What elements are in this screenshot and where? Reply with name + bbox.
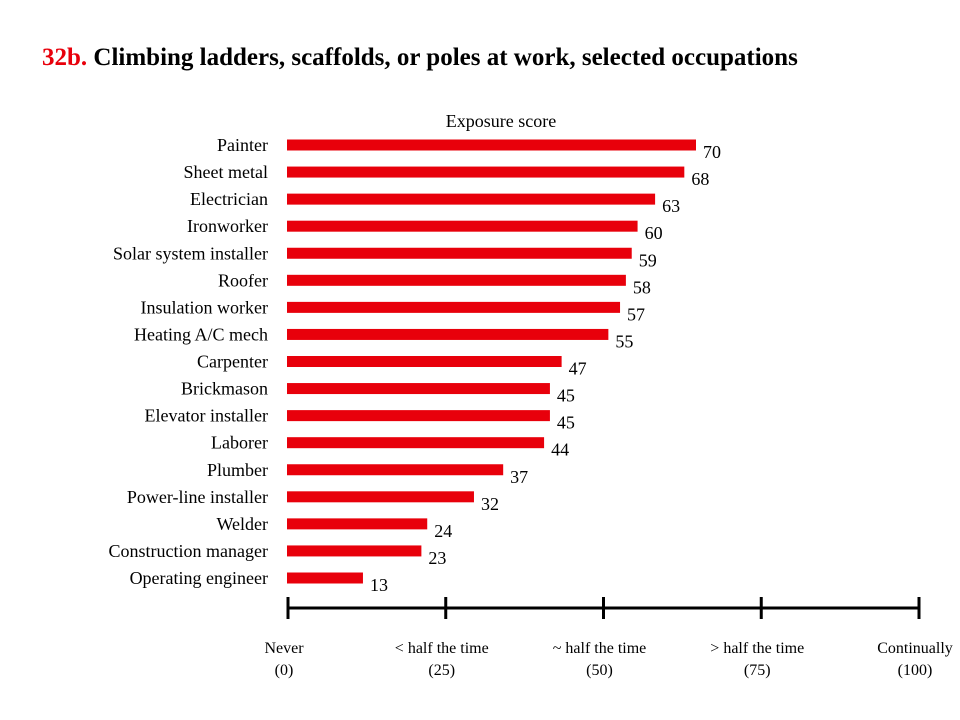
bar-value-label: 70 xyxy=(703,142,721,162)
bar-value-label: 59 xyxy=(639,250,657,270)
category-label: Carpenter xyxy=(197,352,268,372)
x-tick-value-label: (25) xyxy=(428,662,455,679)
bar xyxy=(287,383,550,395)
bar-value-label: 23 xyxy=(428,548,446,568)
x-tick-value-label: (50) xyxy=(586,662,613,679)
bars-layer: Painter 70 Sheet metal 68 Electrician 63 Ironw… xyxy=(109,135,721,595)
chart-title: 32b. Climbing ladders, scaffolds, or pol… xyxy=(42,44,798,72)
bar-value-label: 58 xyxy=(633,277,651,297)
bar-value-label: 44 xyxy=(551,440,569,460)
x-axis: Never (0) < half the time (25) ~ half the ti… xyxy=(264,597,953,679)
bar-value-label: 13 xyxy=(370,575,388,595)
category-label: Elevator installer xyxy=(145,406,268,426)
bar-value-label: 37 xyxy=(510,467,528,487)
bar-value-label: 32 xyxy=(481,494,499,514)
category-label: Solar system installer xyxy=(113,243,268,263)
x-tick-label: Continually xyxy=(877,640,953,657)
category-label: Heating A/C mech xyxy=(134,324,268,344)
category-label: Ironworker xyxy=(187,216,268,236)
bar xyxy=(287,437,545,449)
bar xyxy=(287,410,550,422)
bar xyxy=(287,464,504,476)
x-tick-value-label: (100) xyxy=(898,662,933,679)
bar-value-label: 57 xyxy=(627,304,645,324)
chart-title-number: 32b. xyxy=(42,44,88,71)
bar xyxy=(287,301,621,313)
bar-value-label: 68 xyxy=(691,169,709,189)
bar xyxy=(287,220,638,232)
bar xyxy=(287,139,696,151)
bar xyxy=(287,274,626,286)
bar xyxy=(287,356,562,367)
x-axis-label: Exposure score xyxy=(446,111,556,131)
bar xyxy=(287,166,685,178)
x-tick-label: < half the time xyxy=(395,640,489,657)
category-label: Painter xyxy=(217,135,268,155)
bar xyxy=(287,193,656,205)
bar xyxy=(287,545,422,557)
category-label: Insulation worker xyxy=(141,297,268,317)
bar-value-label: 47 xyxy=(569,359,587,379)
category-label: Roofer xyxy=(218,270,268,290)
x-tick-label: > half the time xyxy=(710,640,804,657)
category-label: Plumber xyxy=(207,460,268,480)
bar-value-label: 63 xyxy=(662,196,680,216)
bar xyxy=(287,491,474,503)
x-tick-value-label: (75) xyxy=(744,662,771,679)
category-label: Power-line installer xyxy=(127,487,268,507)
bar xyxy=(287,328,609,340)
category-label: Construction manager xyxy=(109,541,268,561)
category-label: Welder xyxy=(216,514,268,534)
bar xyxy=(287,247,632,259)
x-tick-label: ~ half the time xyxy=(553,640,647,657)
category-label: Operating engineer xyxy=(130,568,268,588)
chart-title-text: Climbing ladders, scaffolds, or poles at… xyxy=(93,44,798,71)
bar xyxy=(287,518,428,530)
bar-value-label: 55 xyxy=(615,331,633,351)
bar xyxy=(287,572,363,584)
category-label: Electrician xyxy=(190,189,268,209)
x-tick-label: Never xyxy=(264,640,304,657)
bar-value-label: 45 xyxy=(557,413,575,433)
category-label: Laborer xyxy=(211,433,268,453)
category-label: Brickmason xyxy=(181,379,268,399)
bar-value-label: 60 xyxy=(645,223,663,243)
category-label: Sheet metal xyxy=(184,162,268,182)
x-tick-value-label: (0) xyxy=(275,662,294,679)
bar-value-label: 24 xyxy=(434,521,452,541)
bar-value-label: 45 xyxy=(557,386,575,406)
